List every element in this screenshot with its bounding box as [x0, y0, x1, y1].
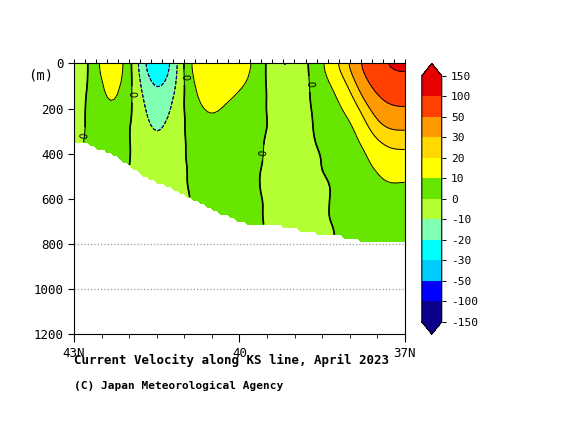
- PathPatch shape: [422, 63, 442, 76]
- Text: 0: 0: [304, 81, 315, 87]
- Text: (m): (m): [28, 69, 54, 83]
- PathPatch shape: [422, 322, 442, 334]
- Text: 0: 0: [179, 74, 189, 80]
- Text: Current Velocity along KS line, April 2023: Current Velocity along KS line, April 20…: [74, 354, 389, 367]
- Text: (C) Japan Meteorological Agency: (C) Japan Meteorological Agency: [74, 381, 283, 391]
- Text: 0: 0: [258, 149, 268, 156]
- Text: 0: 0: [79, 132, 89, 139]
- Text: 0: 0: [127, 91, 137, 97]
